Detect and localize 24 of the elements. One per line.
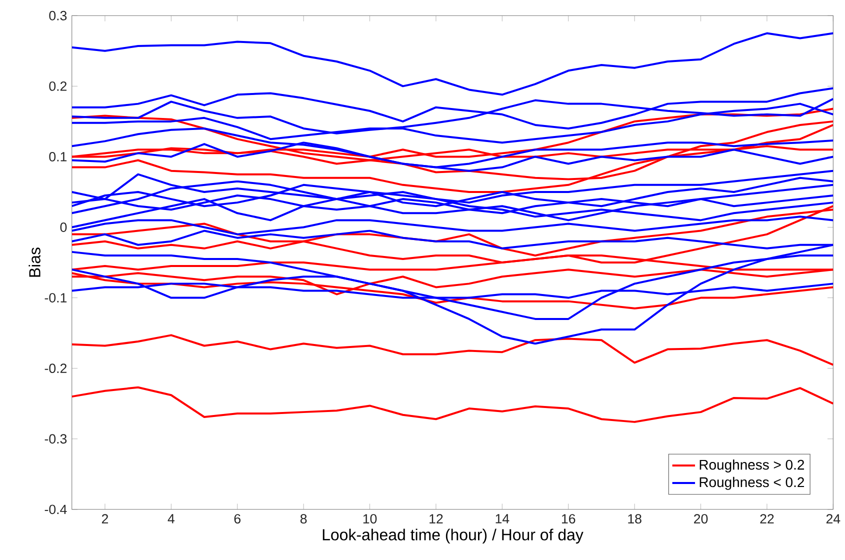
x-tick-label: 20: [694, 514, 708, 524]
x-tick-label: 4: [168, 514, 174, 524]
x-tick-label: 8: [300, 514, 307, 524]
x-tick-label: 24: [826, 514, 840, 524]
x-tick-label: 18: [628, 514, 642, 524]
x-tick-label: 10: [363, 514, 377, 524]
y-tick-label: -0.2: [44, 364, 67, 374]
y-tick-label: 0: [60, 222, 67, 232]
x-tick-label: 22: [760, 514, 774, 524]
legend-label: Roughness < 0.2: [700, 476, 804, 490]
y-tick-label: 0.3: [49, 10, 67, 20]
x-tick-label: 16: [562, 514, 576, 524]
x-tick-label: 12: [430, 514, 443, 524]
x-tick-label: 6: [234, 514, 240, 524]
y-axis-title: Bias: [28, 248, 40, 277]
legend-label: Roughness > 0.2: [700, 459, 804, 472]
y-tick-label: 0.2: [49, 81, 67, 91]
x-tick-label: 14: [496, 514, 510, 524]
x-tick-label: 2: [102, 514, 108, 524]
y-tick-label: -0.1: [44, 293, 67, 302]
y-tick-label: -0.3: [44, 434, 67, 444]
x-axis-title: Look-ahead time (hour) / Hour of day: [322, 528, 584, 544]
y-tick-label: 0.1: [49, 152, 67, 162]
y-tick-label: -0.4: [44, 504, 67, 514]
